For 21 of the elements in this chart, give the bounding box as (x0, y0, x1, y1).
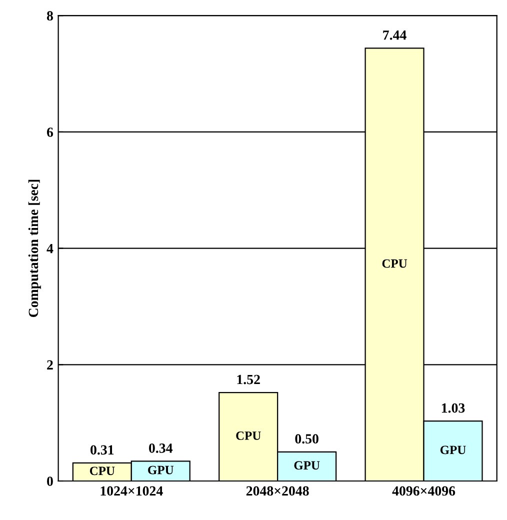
x-tick-label: 1024×1024 (100, 486, 163, 496)
text: CPU (382, 259, 408, 268)
data-label: 1.52 (237, 374, 260, 384)
data-label: 0.50 (295, 434, 318, 444)
data-label: 7.44 (383, 30, 406, 40)
text: CPU (236, 432, 261, 440)
text: GPU (440, 446, 466, 454)
x-tick-label: 2048×2048 (246, 486, 309, 496)
y-tick-label: 8 (46, 11, 53, 21)
text: GPU (294, 461, 320, 470)
x-tick-label: 4096×4096 (392, 486, 456, 496)
y-axis-title: Computation time [sec] (28, 180, 41, 318)
y-tick-label: 6 (46, 128, 54, 137)
y-tick-label: 2 (47, 360, 53, 370)
data-label: 1.03 (442, 403, 465, 413)
data-label: 0.31 (90, 445, 114, 455)
series-label: GPU (148, 466, 174, 474)
series-label: CPU (90, 466, 115, 476)
data-label: 0.34 (149, 443, 173, 453)
y-tick-label: 4 (46, 244, 54, 254)
y-tick-label: 0 (47, 476, 53, 486)
